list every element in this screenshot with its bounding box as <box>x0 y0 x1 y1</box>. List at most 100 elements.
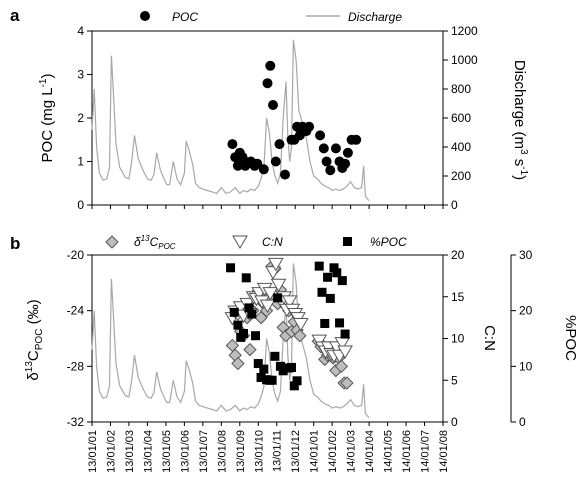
poc-point <box>262 78 273 89</box>
legend-d13c-label: δ13CPOC <box>134 234 176 251</box>
pct-poc-point <box>238 328 248 338</box>
poc-point <box>274 139 285 150</box>
x-tick-label: 13/01/12 <box>290 430 302 473</box>
poc-point <box>321 156 332 167</box>
poc-point <box>232 160 243 171</box>
pct-poc-point <box>241 273 251 283</box>
pct-poc-point <box>325 293 335 303</box>
pct-poc-point <box>270 351 280 361</box>
panel-b-point-series <box>224 257 354 391</box>
panel-a-plot-frame <box>91 30 444 206</box>
x-tick-label: 13/01/10 <box>253 430 265 473</box>
y-tick-label-right: 800 <box>451 82 471 96</box>
legend-poc-marker <box>140 11 150 21</box>
legend-cn-label: C:N <box>262 235 283 249</box>
x-tick-label: 13/01/02 <box>105 430 117 473</box>
x-tick-label: 13/01/04 <box>142 430 154 473</box>
x-tick-label: 13/01/01 <box>87 430 99 473</box>
pct-poc-point <box>250 331 260 341</box>
cn-point <box>292 317 309 332</box>
y-tick-label-left: 1 <box>77 155 84 169</box>
x-tick-label: 14/01/06 <box>401 430 413 473</box>
y-tick-label-right: 15 <box>451 290 465 304</box>
y-tick-label-right: 5 <box>451 373 458 387</box>
pct-poc-point <box>233 320 243 330</box>
panel-a: a POC Discharge 0 1 2 3 4 0 200 400 600 800 1000 12… <box>10 6 529 212</box>
pct-poc-point <box>226 263 236 273</box>
x-tick-label: 13/01/08 <box>216 430 228 473</box>
poc-point <box>351 134 362 145</box>
legend-poc-label: POC <box>172 10 198 24</box>
x-tick-label: 13/01/09 <box>235 430 247 473</box>
x-tick-label: 13/01/03 <box>124 430 136 473</box>
x-tick-label: 13/01/07 <box>198 430 210 473</box>
panel-b-ylabel-right: C:N <box>481 325 498 351</box>
cn-point <box>270 278 287 293</box>
cn-point <box>265 266 281 280</box>
legend-pct-marker <box>343 237 352 246</box>
y-tick-label-right: 400 <box>451 140 471 154</box>
y-tick-label-right2: 0 <box>519 415 526 429</box>
y-tick-label-left: -20 <box>67 248 85 262</box>
y-tick-label-right: 600 <box>451 111 471 125</box>
legend-pct-label: %POC <box>370 235 407 249</box>
panel-a-ylabel-left: POC (mg L-1) <box>38 74 56 163</box>
d13c-point <box>334 359 349 374</box>
poc-point <box>342 147 353 158</box>
pct-poc-point <box>323 272 333 282</box>
panel-b-ylabel-left: δ13CPOC (‰) <box>24 299 45 380</box>
x-tick-label: 14/01/08 <box>438 430 450 473</box>
panel-b-label: b <box>10 234 20 253</box>
panel-a-label: a <box>10 6 20 25</box>
pct-poc-point <box>267 375 277 385</box>
pct-poc-point <box>340 329 350 339</box>
poc-point <box>280 169 290 180</box>
pct-poc-point <box>289 381 299 391</box>
pct-poc-point <box>337 276 347 286</box>
y-tick-label-right: 10 <box>451 332 465 346</box>
panel-a-discharge-series <box>91 39 370 202</box>
legend-d13c-marker <box>105 235 119 249</box>
poc-point <box>325 165 336 176</box>
legend-discharge-label: Discharge <box>348 10 402 24</box>
x-tick-label: 14/01/05 <box>383 430 395 473</box>
pct-poc-point <box>259 364 269 374</box>
y-tick-label-right2: 10 <box>519 359 533 373</box>
pct-poc-point <box>320 318 330 328</box>
panel-b-ticks: -32 -28 -24 -20 0 5 10 15 20 0 10 20 30 13/01/01 13/01… <box>67 248 533 473</box>
x-tick-label: 13/01/11 <box>272 430 284 472</box>
y-tick-label-right: 1000 <box>451 53 478 67</box>
poc-point <box>330 143 341 154</box>
y-tick-label-right: 200 <box>451 169 471 183</box>
y-tick-label-right2: 20 <box>519 304 533 318</box>
y-tick-label-right: 1200 <box>451 24 478 38</box>
x-tick-label: 14/01/02 <box>327 430 339 473</box>
y-tick-label-left: 2 <box>77 111 84 125</box>
poc-point <box>315 130 326 141</box>
legend-cn-marker <box>232 235 248 249</box>
x-tick-label: 14/01/04 <box>364 430 376 473</box>
cn-point <box>267 257 284 272</box>
cn-point <box>281 295 298 309</box>
panel-b-plot-frame <box>91 254 444 423</box>
y-tick-label-right: 0 <box>451 198 458 212</box>
discharge-line <box>91 39 370 202</box>
poc-point <box>270 156 281 167</box>
pct-poc-point <box>329 263 339 273</box>
y-tick-label-left: -28 <box>67 359 85 373</box>
panel-a-ylabel-right: Discharge (m3 s-1) <box>511 60 529 180</box>
poc-point <box>265 60 276 71</box>
panel-a-poc-series <box>227 60 362 180</box>
poc-point <box>268 100 278 110</box>
y-tick-label-left: 3 <box>77 68 84 82</box>
poc-point <box>318 143 329 154</box>
pct-poc-point <box>317 287 327 297</box>
y-tick-label-right2: 30 <box>519 248 533 262</box>
pct-poc-point <box>287 362 297 372</box>
cn-point <box>337 345 353 360</box>
y-tick-label-left: -32 <box>67 415 85 429</box>
x-tick-label: 14/01/03 <box>346 430 358 473</box>
d13c-point <box>243 342 257 357</box>
poc-point <box>340 158 351 169</box>
